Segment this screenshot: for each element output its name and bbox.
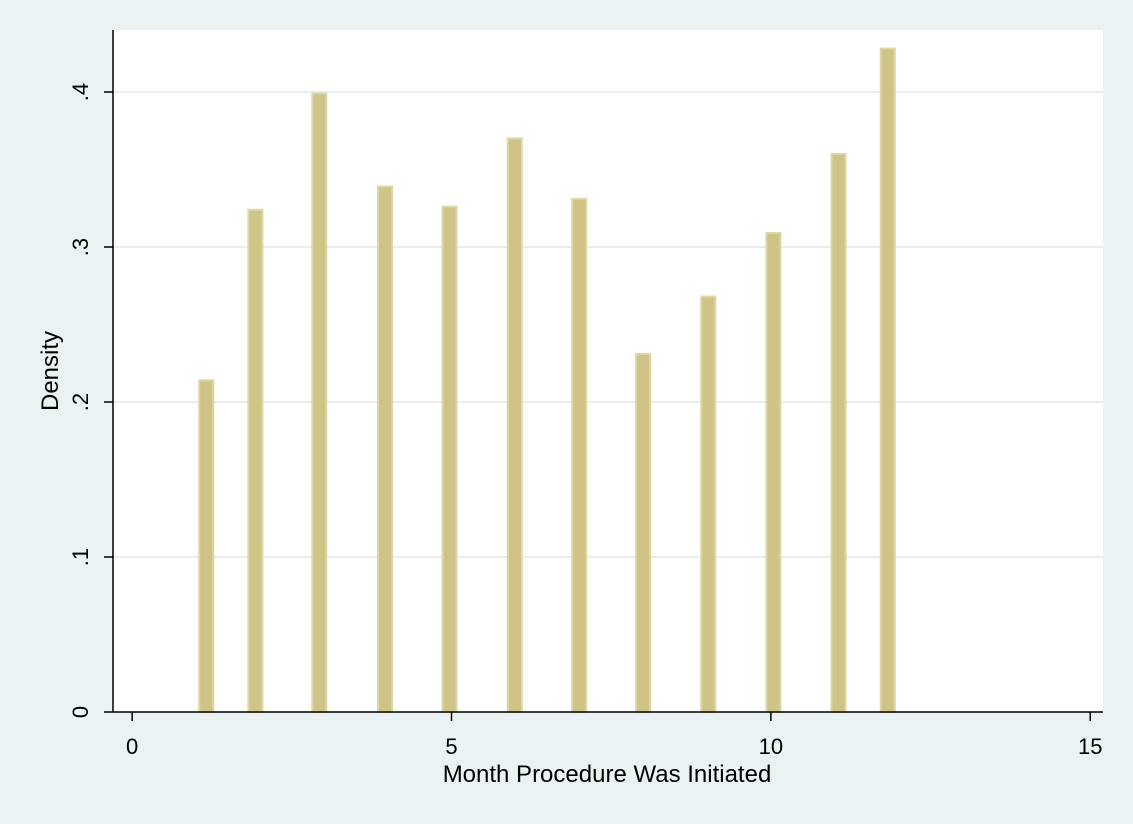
x-tick-label-2: 10 — [759, 734, 783, 759]
bars-group — [198, 47, 896, 714]
x-tick-label-0: 0 — [126, 734, 138, 759]
bar-9 — [700, 295, 717, 713]
x-tick-label-1: 5 — [445, 734, 457, 759]
bar-12 — [879, 47, 896, 714]
plot-area — [113, 30, 1103, 712]
y-tick-label-2: .2 — [68, 393, 93, 411]
gridlines — [113, 91, 1103, 558]
y-tick-label-4: .4 — [68, 83, 93, 101]
bar-1 — [198, 379, 215, 713]
y-tick-label-3: .3 — [68, 238, 93, 256]
bar-5 — [441, 205, 458, 713]
bar-4 — [377, 185, 394, 714]
bar-7 — [571, 197, 588, 713]
y-tick-label-1: .1 — [68, 548, 93, 566]
y-axis-title: Density — [37, 331, 64, 411]
bar-10 — [765, 232, 782, 714]
x-tick-label-3: 15 — [1078, 734, 1102, 759]
bar-2 — [247, 208, 264, 714]
bar-3 — [311, 92, 328, 714]
axes-group — [112, 30, 1103, 713]
bar-11 — [830, 153, 847, 713]
y-ticks: 0 .1 .2 .3 .4 — [68, 83, 113, 718]
bar-8 — [635, 352, 652, 713]
x-ticks: 0 5 10 15 — [126, 712, 1102, 759]
bar-6 — [506, 137, 523, 713]
x-axis-title: Month Procedure Was Initiated — [443, 761, 772, 788]
y-tick-label-0: 0 — [68, 706, 93, 718]
